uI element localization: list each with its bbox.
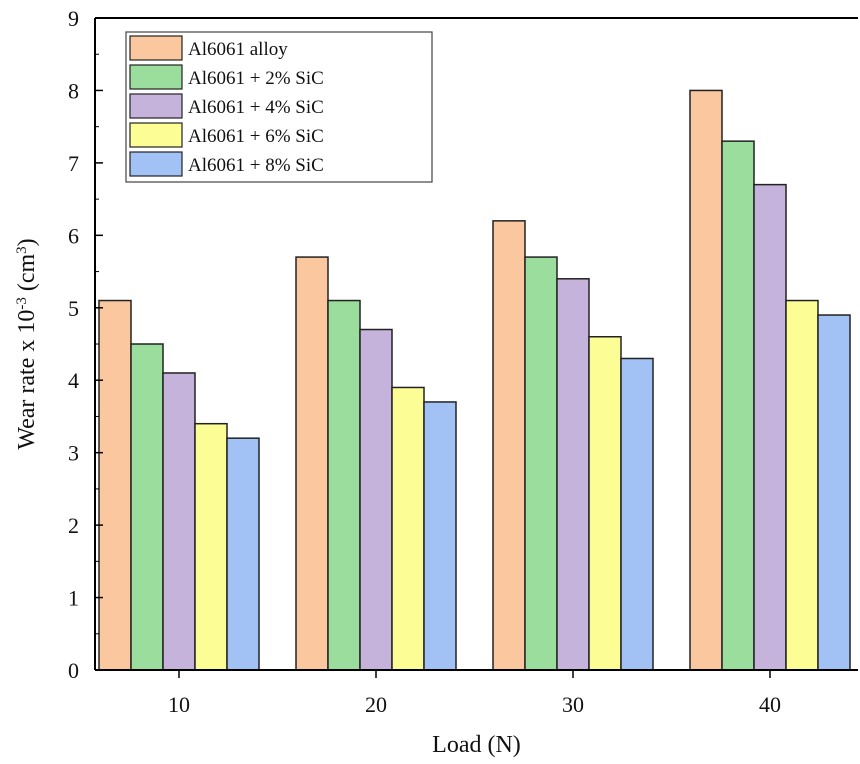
- x-tick-label: 40: [759, 692, 781, 717]
- y-tick-label: 6: [68, 223, 79, 248]
- y-tick-label: 1: [68, 586, 79, 611]
- legend-swatch-2: [129, 64, 183, 90]
- y-tick-label: 0: [68, 658, 79, 683]
- bar-40-series-4: [785, 299, 819, 671]
- y-tick-label: 7: [68, 151, 79, 176]
- legend-label-3: Al6061 + 4% SiC: [188, 97, 324, 118]
- x-tick-label: 20: [365, 692, 387, 717]
- bars-layer: [98, 89, 851, 671]
- y-tick-label: 8: [68, 78, 79, 103]
- y-axis-title: Wear rate x 10-3 (cm3): [14, 238, 40, 449]
- bar-40-series-3: [753, 183, 787, 671]
- legend-label-2: Al6061 + 2% SiC: [188, 68, 324, 89]
- x-axis-title: Load (N): [432, 732, 521, 758]
- bar-30-series-1: [492, 220, 526, 671]
- legend: Al6061 alloy Al6061 + 2% SiC Al6061 + 4% S…: [125, 31, 433, 183]
- y-axis-title-close: ): [14, 238, 40, 246]
- bar-20-series-5: [423, 401, 457, 671]
- bar-30-series-3: [556, 278, 590, 671]
- bar-20-series-2: [327, 299, 361, 671]
- legend-swatch-4: [129, 122, 183, 148]
- legend-swatch-1: [129, 35, 183, 61]
- bar-30-series-5: [620, 357, 654, 671]
- legend-label-1: Al6061 alloy: [188, 39, 288, 60]
- bar-10-series-1: [98, 299, 132, 671]
- legend-swatch-5: [129, 151, 183, 177]
- bar-20-series-1: [295, 256, 329, 671]
- legend-label-5: Al6061 + 8% SiC: [188, 155, 324, 176]
- legend-label-4: Al6061 + 6% SiC: [188, 126, 324, 147]
- y-tick-label: 2: [68, 513, 79, 538]
- y-axis-title-unit: (cm: [14, 254, 40, 298]
- x-tick-label: 30: [562, 692, 584, 717]
- x-tick-label: 10: [168, 692, 190, 717]
- bar-20-series-3: [359, 328, 393, 671]
- y-tick-label: 3: [68, 441, 79, 466]
- y-tick-label: 4: [68, 368, 79, 393]
- bar-10-series-3: [162, 372, 196, 671]
- bar-40-series-5: [817, 314, 851, 671]
- axis-titles: Load (N) Wear rate x 10-3 (cm3): [14, 238, 521, 758]
- y-axis-title-unit-exponent: 3: [14, 246, 30, 254]
- bar-30-series-4: [588, 336, 622, 671]
- bar-20-series-4: [391, 386, 425, 671]
- y-axis-title-main: Wear rate x 10: [14, 310, 40, 450]
- ticks-layer: 0 1 2 3 4 5 6 7 8 9 10 20 30 40: [68, 6, 781, 717]
- bar-10-series-2: [130, 343, 164, 671]
- y-tick-label: 9: [68, 6, 79, 31]
- bar-40-series-1: [689, 89, 723, 671]
- bar-10-series-4: [194, 422, 228, 671]
- y-axis-title-exponent: -3: [14, 297, 30, 310]
- bar-10-series-5: [226, 437, 260, 671]
- bar-40-series-2: [721, 140, 755, 671]
- legend-swatch-3: [129, 93, 183, 119]
- y-tick-label: 5: [68, 296, 79, 321]
- bar-30-series-2: [524, 256, 558, 671]
